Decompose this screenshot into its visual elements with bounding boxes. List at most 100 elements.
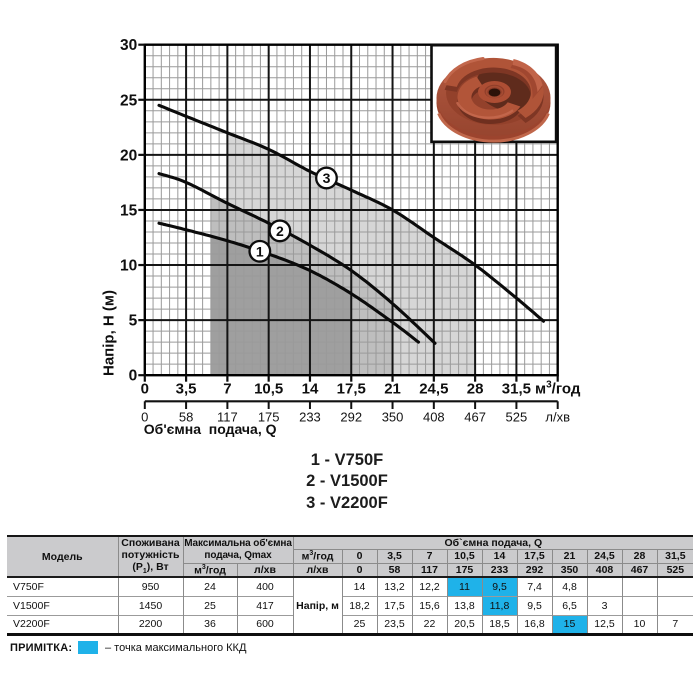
head-value-cell: 7 <box>656 614 694 635</box>
head-value-cell: 7,4 <box>516 577 552 597</box>
x-tick-label: 7 <box>223 381 231 398</box>
head-value-cell: 11 <box>446 577 482 597</box>
qmax-m3h-cell: 36 <box>182 614 237 635</box>
head-value-cell: 4,8 <box>551 577 587 597</box>
note-color-swatch <box>78 641 98 654</box>
impeller-image <box>430 43 558 144</box>
col-header-flow: Об`ємна подача, Q <box>292 536 694 551</box>
x2-tick-label: 175 <box>258 410 280 425</box>
flow-m3h-tick: 28 <box>621 549 657 564</box>
x-tick-label: 3,5 <box>176 381 197 398</box>
flow-m3h-tick: 10,5 <box>446 549 482 564</box>
x2-tick-label: 292 <box>340 410 362 425</box>
flow-lmin-tick: 0 <box>341 563 377 579</box>
grid-major <box>144 44 558 376</box>
legend-item-1: 1 - V750F <box>310 451 384 469</box>
flow-m3h-tick: 17,5 <box>516 549 552 564</box>
svg-text:3: 3 <box>323 170 331 186</box>
head-value-cell: 6,5 <box>551 595 587 616</box>
flow-m3h-tick: 31,5 <box>656 549 694 564</box>
note-label: ПРИМІТКА: <box>10 642 73 654</box>
y-tick-label: 30 <box>120 37 137 54</box>
flow-lmin-tick: 117 <box>411 563 447 579</box>
flow-m3h-tick: 0 <box>341 549 377 564</box>
x-tick-label: 28 <box>467 381 484 398</box>
spec-table: Модель Споживана потужність (P1), Вт Мак… <box>7 535 694 636</box>
x-tick-label: 10,5 <box>254 381 283 398</box>
x-axis-title: Об'ємна подача, Q <box>144 421 277 437</box>
head-value-cell: 14 <box>341 577 377 597</box>
y-tick-label: 15 <box>120 202 138 219</box>
qmax-sub-lmin: л/хв <box>236 563 293 579</box>
flow-lmin-tick: 350 <box>551 563 587 579</box>
row-header-lmin: л/хв <box>292 563 342 579</box>
curve-badge-3: 3 <box>315 166 338 190</box>
head-value-cell: 12,5 <box>586 614 622 635</box>
table-row-V2200F: V2200F 2200 36 600 25 23,5 22 20,5 18,5 16,8 15 12,… <box>7 614 694 635</box>
head-value-cell: 18,5 <box>481 614 517 635</box>
head-value-cell: 13,2 <box>376 577 412 597</box>
svg-text:1: 1 <box>256 243 264 259</box>
row-header-m3h: м3/год <box>292 549 342 564</box>
x-tick-label: 14 <box>302 381 319 398</box>
qmax-sub-m3h: м3/год <box>182 563 237 579</box>
model-cell: V2200F <box>7 614 118 635</box>
y-tick-label: 5 <box>129 313 138 330</box>
x-tick-label: 0 <box>141 381 149 398</box>
x-tick-label: 17,5 <box>337 381 366 398</box>
head-value-cell: 15,6 <box>411 595 447 616</box>
x-tick-label: 21 <box>384 381 401 398</box>
qmax-lmin-cell: 600 <box>236 614 293 635</box>
x2-tick-label: 0 <box>141 410 148 425</box>
head-value-cell <box>656 595 694 616</box>
x2-tick-label: 233 <box>299 410 321 425</box>
y-tick-label: 25 <box>120 92 138 109</box>
y-tick-label: 10 <box>120 258 137 275</box>
table-row-V750F: V750F 950 24 400 Напір, м 14 13,2 12,2 11 9,5 7,4 4… <box>7 577 694 635</box>
x2-tick-label: л/хв <box>545 410 570 425</box>
chart-legend: 1 - V750F 2 - V1500F 3 - V2200F <box>147 450 547 514</box>
y-tick-label: 20 <box>120 147 137 164</box>
head-value-cell: 9,5 <box>516 595 552 616</box>
axis-ticks: 0 5 10 15 20 25 30 0 3,5 7 10,5 14 17,5 21 24,5 28 31,5 м… <box>120 37 581 397</box>
curve-V2200F <box>157 103 546 323</box>
power-cell: 2200 <box>117 614 183 635</box>
x2-tick-label: 525 <box>506 410 528 425</box>
flow-lmin-tick: 175 <box>446 563 482 579</box>
head-value-cell: 16,8 <box>516 614 552 635</box>
y-axis-title: Напір, Н (м) <box>101 290 118 376</box>
head-value-cell: 17,5 <box>376 595 412 616</box>
flow-m3h-tick: 7 <box>411 549 447 564</box>
x2-tick-label: 350 <box>382 410 404 425</box>
model-cell: V750F <box>7 577 118 597</box>
table-row-V1500F: V1500F 1450 25 417 18,2 17,5 15,6 13,8 11,8 9,5 6,… <box>7 595 694 616</box>
col-header-power: Споживана потужність (P1), Вт <box>117 536 183 579</box>
flow-lmin-tick: 58 <box>376 563 412 579</box>
flow-m3h-tick: 3,5 <box>376 549 412 564</box>
x2-tick-label: 467 <box>464 410 486 425</box>
flow-m3h-tick: 24,5 <box>586 549 622 564</box>
legend-item-2: 2 - V1500F <box>306 472 388 491</box>
flow-m3h-tick: 21 <box>551 549 587 564</box>
svg-text:2: 2 <box>276 223 284 239</box>
head-value-cell: 23,5 <box>376 614 412 635</box>
x2-tick-label: 117 <box>217 410 238 425</box>
x-tick-label: 24,5 <box>419 381 448 398</box>
head-value-cell <box>621 577 657 597</box>
head-value-cell: 25 <box>341 614 377 635</box>
y-tick-label: 0 <box>129 368 138 385</box>
power-cell: 950 <box>117 577 183 597</box>
secondary-axis: 0 58 117 175 233 292 350 408 467 525 л/хв <box>141 400 570 425</box>
head-value-cell: 9,5 <box>481 577 517 597</box>
flow-lmin-tick: 233 <box>481 563 517 579</box>
x2-tick-label: 408 <box>423 410 445 425</box>
head-value-cell: 18,2 <box>341 595 377 616</box>
head-value-cell: 10 <box>621 614 657 635</box>
flow-lmin-tick: 408 <box>586 563 622 579</box>
head-value-cell: 3 <box>586 595 622 616</box>
head-value-cell: 13,8 <box>446 595 482 616</box>
head-row-label: Напір, м <box>292 577 342 635</box>
power-cell: 1450 <box>117 595 183 616</box>
legend-item-3: 3 - V2200F <box>306 493 388 512</box>
col-header-qmax: Максимальна об'ємна подача, Qmax <box>182 536 293 564</box>
